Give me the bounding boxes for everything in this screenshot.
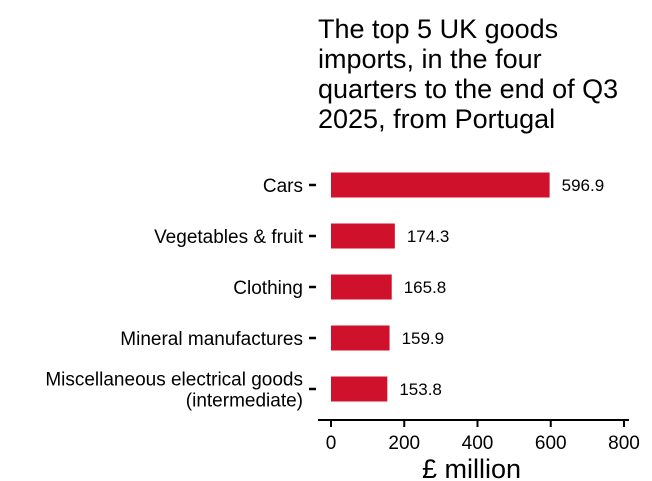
x-axis-tick-label: 400 [462, 433, 494, 454]
x-axis-title: £ million [422, 454, 521, 481]
x-axis-tick-label: 200 [388, 433, 420, 454]
category-label: Clothing [233, 278, 303, 299]
category-label: Vegetables & fruit [154, 227, 304, 248]
x-axis-tick-label: 0 [326, 433, 337, 454]
bar-value-label: 165.8 [404, 278, 447, 297]
bar [331, 325, 390, 351]
category-labels: Cars Vegetables & fruit Clothing Mineral ma… [45, 176, 303, 412]
x-axis-tick-label: 600 [535, 433, 567, 454]
category-label: Cars [263, 176, 303, 197]
x-axis-ticks [330, 420, 625, 427]
chart-title-line: 2025, from Portugal [318, 104, 555, 134]
bar [331, 274, 392, 300]
category-label: (intermediate) [186, 391, 303, 412]
x-axis-tick-label: 800 [608, 433, 640, 454]
category-label: Miscellaneous electrical goods [45, 370, 303, 391]
x-axis-tick-labels: 0 200 400 600 800 [326, 433, 640, 454]
category-ticks [309, 183, 316, 391]
chart-title-line: imports, in the four [318, 44, 542, 74]
bars [331, 172, 550, 402]
category-label: Mineral manufactures [120, 329, 303, 350]
bar [331, 172, 550, 198]
bar-value-label: 159.9 [402, 329, 445, 348]
bar-value-label: 153.8 [399, 380, 442, 399]
bar [331, 376, 388, 402]
value-labels: 596.9 174.3 165.8 159.9 153.8 [399, 176, 604, 399]
bar-value-label: 596.9 [562, 176, 605, 195]
bar-value-label: 174.3 [407, 227, 450, 246]
chart-title-line: quarters to the end of Q3 [318, 74, 618, 104]
bar [331, 223, 395, 249]
chart-title-line: The top 5 UK goods [318, 14, 558, 44]
